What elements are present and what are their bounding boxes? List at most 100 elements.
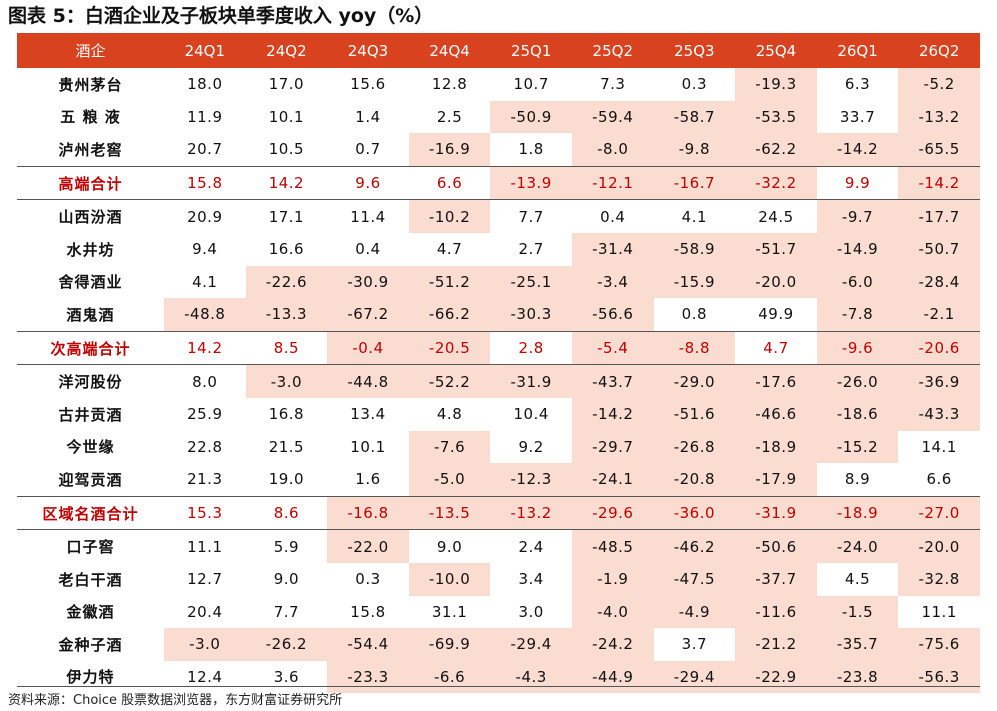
table-row: 老白干酒 12.7 9.0 0.3 -10.0 3.4 -1.9 -47.5 -37.7 4.5 -…: [17, 562, 980, 596]
yoy-value-cell: -48.5: [571, 529, 654, 563]
company-name-cell: 泸州老窖: [58, 140, 123, 159]
yoy-value-cell: -51.6: [653, 397, 736, 431]
yoy-value-cell: 5.9: [273, 537, 300, 556]
yoy-value-cell: 9.0: [436, 537, 463, 556]
table-row: 今世缘 22.8 21.5 10.1 -7.6 9.2 -29.7 -26.8 -18.9 -15…: [17, 430, 980, 464]
table-row: 酒鬼酒 -48.8 -13.3 -67.2 -66.2 -30.3 -56.6 0.8 49.9…: [17, 298, 980, 332]
yoy-value-cell: 3.7: [681, 635, 708, 654]
yoy-value-cell: -9.8: [653, 133, 736, 167]
yoy-value-cell: -10.0: [408, 562, 491, 596]
yoy-value-cell: -59.4: [571, 100, 654, 134]
yoy-value-cell: 7.7: [518, 207, 544, 226]
yoy-value-cell: 33.7: [839, 107, 876, 126]
yoy-value-cell: -56.3: [898, 660, 980, 694]
yoy-value-cell: -75.6: [898, 628, 980, 661]
yoy-value-cell: 20.4: [187, 602, 223, 621]
yoy-value-cell: -26.0: [816, 364, 899, 398]
yoy-value-cell: -25.1: [490, 265, 572, 299]
table-bottom-rule: [17, 686, 980, 687]
yoy-value-cell: -6.6: [408, 660, 491, 694]
yoy-value-cell: 24.5: [758, 207, 794, 226]
company-name-cell: 区域名酒合计: [17, 495, 164, 531]
yoy-value-cell: -16.9: [408, 133, 491, 167]
yoy-value-cell: 14.2: [245, 165, 328, 201]
yoy-value-cell: 13.4: [350, 405, 386, 424]
yoy-value-cell: -1.5: [816, 595, 899, 629]
yoy-value-cell: -13.3: [245, 298, 328, 332]
yoy-value-cell: -32.2: [735, 165, 817, 201]
yoy-value-cell: -20.8: [653, 463, 736, 497]
yoy-value-cell: 14.1: [921, 437, 957, 456]
company-name-cell: 口子窖: [66, 538, 115, 557]
yoy-value-cell: -50.6: [735, 529, 817, 563]
yoy-value-cell: -31.4: [571, 232, 654, 266]
yoy-value-cell: 19.0: [268, 470, 305, 489]
yoy-value-cell: -62.2: [735, 133, 817, 167]
table-row: 五 粮 液 11.9 10.1 1.4 2.5 -50.9 -59.4 -58.7 -53.5 3…: [17, 100, 980, 134]
yoy-value-cell: -0.4: [327, 330, 409, 366]
yoy-value-cell: 15.8: [164, 165, 246, 201]
yoy-value-cell: -14.2: [571, 397, 654, 431]
company-name-cell: 贵州茅台: [58, 75, 123, 94]
company-name-cell: 舍得酒业: [58, 273, 123, 292]
data-table-container: 酒企 24Q1 24Q2 24Q3 24Q4 25Q1 25Q2 25Q3 25…: [17, 33, 980, 694]
yoy-value-cell: -20.0: [898, 529, 980, 563]
yoy-value-cell: -22.9: [735, 660, 817, 694]
yoy-value-cell: -23.8: [816, 660, 899, 694]
table-row: 舍得酒业 4.1 -22.6 -30.9 -51.2 -25.1 -3.4 -15.9 -20.…: [17, 265, 980, 299]
yoy-value-cell: -10.2: [408, 199, 491, 233]
yoy-value-cell: 9.2: [518, 437, 544, 456]
yoy-value-cell: 6.3: [844, 75, 871, 94]
yoy-value-cell: 2.5: [436, 107, 463, 126]
yoy-value-cell: -51.2: [408, 265, 491, 299]
yoy-value-cell: 3.4: [518, 570, 544, 589]
company-name-cell: 老白干酒: [58, 570, 123, 589]
yoy-value-cell: 4.5: [844, 570, 871, 589]
company-name-cell: 次高端合计: [17, 330, 164, 366]
header-cell: 25Q2: [571, 33, 654, 68]
yoy-value-cell: -14.2: [816, 133, 899, 167]
yoy-value-cell: -11.6: [735, 595, 817, 629]
company-name-cell: 今世缘: [66, 438, 115, 457]
yoy-value-cell: 22.8: [187, 437, 223, 456]
yoy-value-cell: -12.1: [571, 165, 654, 201]
yoy-value-cell: 18.0: [187, 75, 223, 94]
company-name-cell: 水井坊: [66, 240, 115, 259]
table-row: 洋河股份 8.0 -3.0 -44.8 -52.2 -31.9 -43.7 -29.0 -17.…: [17, 364, 980, 398]
subtotal-row: 次高端合计 14.2 8.5 -0.4 -20.5 2.8 -5.4 -8.8 4.7 -9.6-…: [17, 330, 980, 366]
company-name-cell: 古井贡酒: [58, 405, 123, 424]
company-name-cell: 金徽酒: [66, 603, 115, 622]
header-cell: 26Q2: [898, 33, 980, 68]
yoy-value-cell: 16.8: [268, 405, 305, 424]
yoy-value-cell: -3.0: [164, 628, 246, 661]
yoy-value-cell: -56.6: [571, 298, 654, 332]
table-row: 山西汾酒 20.9 17.1 11.4 -10.2 7.7 0.4 4.1 24.5 -9.7 -1…: [17, 199, 980, 233]
yoy-value-cell: 49.9: [758, 305, 794, 324]
yoy-value-cell: -17.6: [735, 364, 817, 398]
yoy-value-cell: 14.2: [164, 330, 246, 366]
table-row: 泸州老窖 20.7 10.5 0.7 -16.9 1.8 -8.0 -9.8 -62.2 -14.…: [17, 133, 980, 167]
yoy-value-cell: -16.8: [327, 495, 409, 531]
yoy-value-cell: -16.7: [653, 165, 736, 201]
header-cell: 26Q1: [816, 33, 899, 68]
yoy-value-cell: -4.0: [571, 595, 654, 629]
yoy-value-cell: -6.0: [816, 265, 899, 299]
yoy-value-cell: 11.1: [187, 537, 223, 556]
yoy-value-cell: 11.1: [921, 602, 957, 621]
yoy-value-cell: -24.0: [816, 529, 899, 563]
yoy-value-cell: 4.1: [681, 207, 708, 226]
yoy-value-cell: -65.5: [898, 133, 980, 167]
yoy-value-cell: 8.0: [192, 372, 218, 391]
table-row: 贵州茅台 18.0 17.0 15.6 12.8 10.7 7.3 0.3 -19.3 6.3 -5…: [17, 68, 980, 101]
yoy-value-cell: 9.4: [192, 240, 218, 259]
yoy-value-cell: 12.4: [187, 667, 223, 686]
yoy-value-cell: -37.7: [735, 562, 817, 596]
yoy-value-cell: -14.2: [898, 165, 980, 201]
yoy-value-cell: -36.9: [898, 364, 980, 398]
header-cell: 25Q1: [490, 33, 572, 68]
yoy-value-cell: -44.9: [571, 660, 654, 694]
yoy-value-cell: 0.4: [600, 207, 626, 226]
yoy-value-cell: -43.7: [571, 364, 654, 398]
yoy-value-cell: -27.0: [898, 495, 980, 531]
yoy-value-cell: -29.4: [490, 628, 572, 661]
